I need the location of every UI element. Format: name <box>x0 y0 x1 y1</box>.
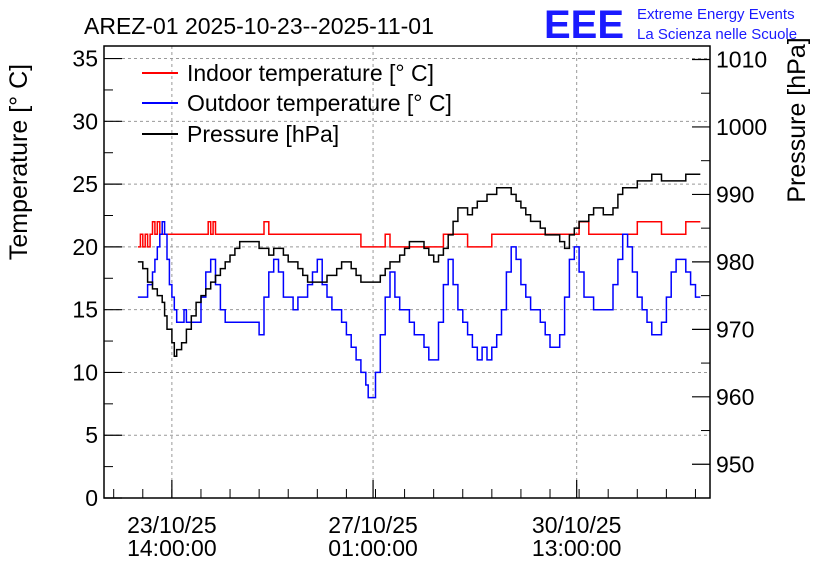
legend-label-outdoor: Outdoor temperature [° C] <box>187 90 452 116</box>
logo-mark: EEE <box>544 3 624 47</box>
x-tick-label-time: 13:00:00 <box>532 535 622 561</box>
logo-line-2: La Scienza nelle Scuole <box>637 26 797 43</box>
legend-label-pressure: Pressure [hPa] <box>187 121 339 147</box>
left-tick-label: 0 <box>85 485 98 511</box>
plot-frame <box>103 45 711 499</box>
legend-label-indoor: Indoor temperature [° C] <box>187 60 434 86</box>
x-tick-label-date: 23/10/25 <box>127 512 217 538</box>
left-tick-label: 20 <box>72 234 98 260</box>
x-tick-label-time: 14:00:00 <box>127 535 217 561</box>
right-tick-label: 980 <box>716 249 754 275</box>
right-axis-label: Pressure [hPa] <box>783 37 811 202</box>
right-tick-label: 970 <box>716 316 754 342</box>
x-tick-label-date: 30/10/25 <box>532 512 622 538</box>
left-tick-label: 25 <box>72 171 98 197</box>
legend: Indoor temperature [° C] Outdoor tempera… <box>142 60 452 147</box>
series-layer <box>137 173 701 399</box>
right-tick-label: 960 <box>716 384 754 410</box>
left-tick-label: 15 <box>72 297 98 323</box>
left-tick-label: 35 <box>72 46 98 72</box>
right-tick-label: 950 <box>716 451 754 477</box>
logo-line-1: Extreme Energy Events <box>637 6 795 23</box>
pressure-line <box>137 173 701 358</box>
left-tick-label: 5 <box>85 422 98 448</box>
eee-logo: EEE Extreme Energy Events La Scienza nel… <box>544 3 797 47</box>
x-tick-label-date: 27/10/25 <box>328 512 418 538</box>
left-axis-label: Temperature [° C] <box>5 64 33 260</box>
right-tick-label: 1010 <box>716 46 767 72</box>
outdoor-temperature-line <box>137 221 701 399</box>
left-tick-label: 10 <box>72 359 98 385</box>
indoor-temperature-line <box>137 221 701 248</box>
x-tick-label-time: 01:00:00 <box>328 535 418 561</box>
ticks: 0 5 10 15 20 25 30 35 950 960 970 980 990 1000 1010 23/… <box>72 46 767 561</box>
chart-title: AREZ-01 2025-10-23--2025-11-01 <box>84 13 434 39</box>
left-tick-label: 30 <box>72 108 98 134</box>
right-tick-label: 990 <box>716 181 754 207</box>
right-tick-label: 1000 <box>716 114 767 140</box>
